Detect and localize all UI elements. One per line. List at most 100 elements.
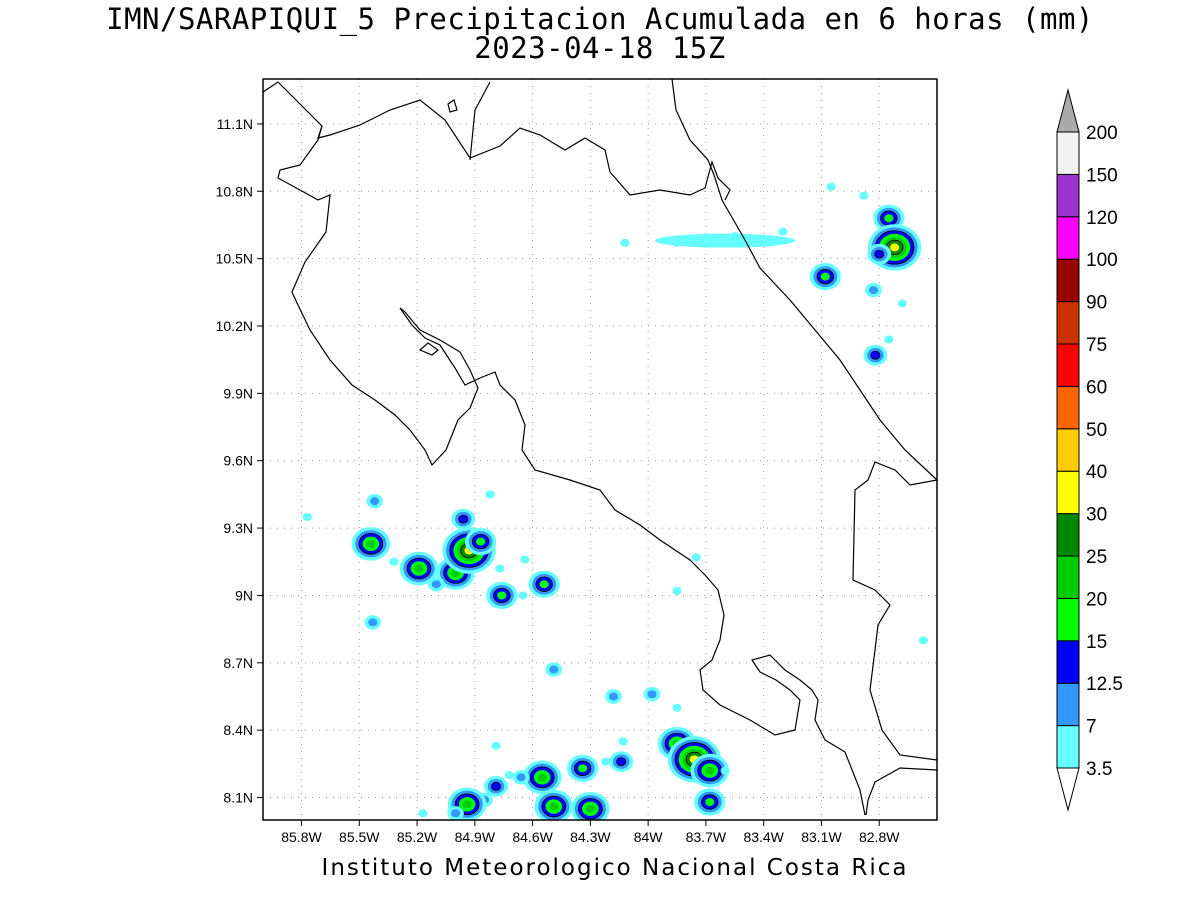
precip-cell bbox=[884, 335, 894, 344]
precip-cell bbox=[620, 238, 630, 247]
legend-swatch bbox=[1056, 216, 1080, 260]
precip-cell bbox=[428, 577, 445, 592]
precip-cell bbox=[643, 687, 661, 702]
legend-swatch bbox=[1056, 131, 1080, 175]
lat-tick-label: 8.1N bbox=[223, 790, 253, 806]
legend-swatch bbox=[1056, 301, 1080, 345]
precip-cell bbox=[918, 636, 929, 645]
legend-label: 200 bbox=[1086, 123, 1118, 144]
map-background bbox=[263, 79, 937, 820]
precip-cell bbox=[464, 527, 497, 556]
lat-tick-label: 10.5N bbox=[216, 251, 253, 267]
legend-swatch bbox=[1056, 513, 1080, 557]
lon-tick-label: 84.9W bbox=[455, 829, 496, 845]
legend-swatch bbox=[1056, 428, 1080, 472]
precip-cell bbox=[447, 806, 464, 820]
legend-swatch bbox=[1056, 343, 1080, 387]
precip-cell bbox=[486, 581, 518, 610]
precip-cell bbox=[605, 689, 622, 704]
lon-tick-label: 85.2W bbox=[397, 829, 438, 845]
legend-label: 30 bbox=[1086, 505, 1107, 526]
legend-swatch bbox=[1056, 173, 1080, 218]
precip-cell bbox=[484, 775, 508, 797]
caribbean-coast bbox=[671, 79, 937, 481]
legend-swatch bbox=[1056, 597, 1080, 642]
legend-label: 3.5 bbox=[1086, 759, 1112, 780]
precip-cell bbox=[491, 741, 501, 750]
north-island bbox=[447, 99, 458, 113]
legend-swatch bbox=[1056, 385, 1080, 430]
precip-cell bbox=[859, 191, 869, 200]
precip-cell bbox=[451, 508, 476, 530]
lon-tick-label: 85.5W bbox=[339, 829, 380, 845]
precip-cell bbox=[601, 757, 611, 766]
lon-tick-label: 84.3W bbox=[570, 829, 611, 845]
legend-label: 60 bbox=[1086, 377, 1107, 398]
legend-label: 100 bbox=[1086, 250, 1118, 271]
legend-label: 150 bbox=[1086, 165, 1118, 186]
precip-cell bbox=[609, 751, 634, 773]
legend-label: 25 bbox=[1086, 547, 1107, 568]
precip-band bbox=[655, 233, 796, 248]
legend-label: 75 bbox=[1086, 335, 1107, 356]
legend-swatch bbox=[1056, 682, 1080, 727]
legend-bottom-arrow bbox=[1056, 767, 1080, 812]
lat-tick-label: 10.2N bbox=[216, 318, 253, 334]
precip-cell bbox=[518, 591, 528, 600]
legend-label: 90 bbox=[1086, 293, 1107, 314]
lat-tick-label: 10.8N bbox=[216, 183, 253, 199]
lon-tick-label: 83.7W bbox=[686, 829, 727, 845]
legend-swatch bbox=[1056, 555, 1080, 599]
lat-tick-label: 9N bbox=[235, 587, 253, 603]
precip-cell bbox=[826, 182, 836, 191]
legend-swatch bbox=[1056, 470, 1080, 515]
legend-label: 50 bbox=[1086, 420, 1107, 441]
legend-label: 15 bbox=[1086, 632, 1107, 653]
lon-tick-label: 84W bbox=[634, 829, 664, 845]
precip-cell bbox=[302, 512, 312, 521]
color-legend: 3.5 7 12.5 15 20 25 30 40 50 60 75 90 100 120 150 200 bbox=[1056, 88, 1123, 812]
lon-tick-label: 83.1W bbox=[801, 829, 842, 845]
precip-cell bbox=[534, 789, 574, 820]
precip-cell bbox=[351, 527, 391, 561]
chart-title: IMN/SARAPIQUI_5 Precipitacion Acumulada … bbox=[106, 2, 1094, 36]
legend-label: 40 bbox=[1086, 462, 1107, 483]
precip-cell bbox=[691, 553, 701, 562]
lat-tick-label: 8.4N bbox=[223, 722, 253, 738]
lat-tick-label: 9.3N bbox=[223, 520, 253, 536]
precip-cell bbox=[567, 754, 599, 782]
chart-datetime: 2023-04-18 15Z bbox=[474, 31, 726, 65]
legend-label: 20 bbox=[1086, 589, 1107, 610]
precip-cell bbox=[512, 770, 530, 785]
precip-cell bbox=[495, 564, 505, 573]
precip-cell bbox=[366, 493, 383, 509]
precip-cell bbox=[720, 766, 730, 775]
lat-tick-label: 11.1N bbox=[217, 116, 253, 132]
precip-cell bbox=[690, 753, 730, 788]
pacific-coast-guanacaste bbox=[277, 125, 866, 816]
lon-tick-label: 84.6W bbox=[512, 829, 553, 845]
precip-field bbox=[302, 182, 929, 820]
panama-coast bbox=[865, 767, 937, 816]
nicaragua-lake-shore bbox=[263, 81, 491, 161]
axis-ticks: 85.8W 85.5W 85.2W 84.9W 84.6W 84.3W 84W 83.7W 83… bbox=[216, 116, 901, 845]
legend-label: 7 bbox=[1086, 717, 1097, 738]
precip-cell bbox=[863, 344, 888, 366]
lon-tick-label: 85.8W bbox=[281, 829, 322, 845]
precip-cell bbox=[778, 227, 788, 236]
precip-cell bbox=[520, 555, 530, 564]
precip-cell bbox=[809, 263, 841, 291]
legend-label: 120 bbox=[1086, 208, 1118, 229]
precip-cell bbox=[571, 791, 610, 820]
precip-cell bbox=[504, 771, 515, 780]
precip-cell bbox=[618, 737, 628, 746]
legend-swatch bbox=[1056, 640, 1080, 684]
legend-swatch bbox=[1056, 258, 1080, 303]
nicoya-island bbox=[418, 342, 439, 356]
footer-credit: Instituto Meteorologico Nacional Costa R… bbox=[321, 855, 909, 881]
lon-tick-label: 83.4W bbox=[743, 829, 784, 845]
precip-cell bbox=[364, 615, 382, 630]
precip-cell bbox=[672, 586, 682, 595]
panama-border bbox=[852, 461, 937, 761]
